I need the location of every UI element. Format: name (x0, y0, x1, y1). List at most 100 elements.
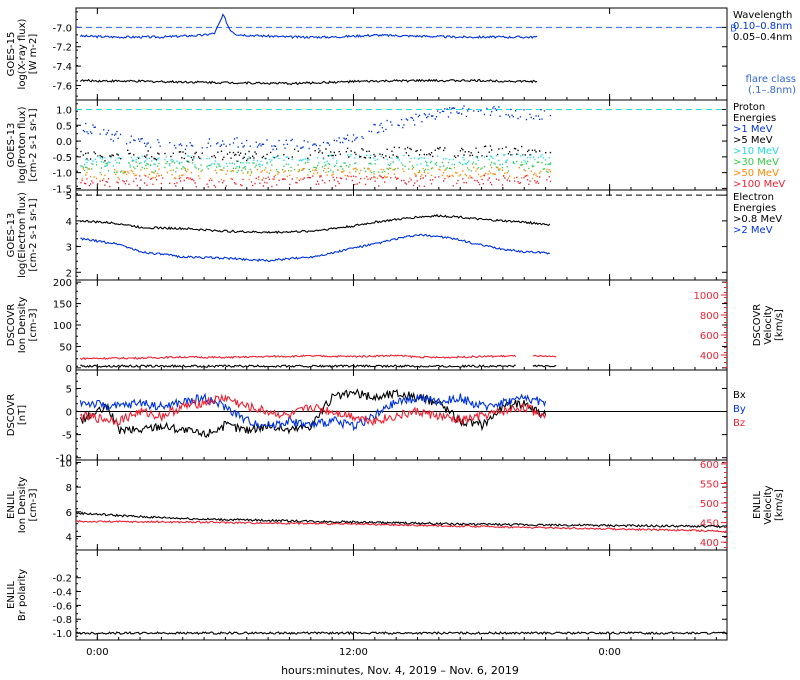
y-tick-label: -0.4 (52, 588, 72, 599)
y2-tick-label: 500 (700, 499, 719, 510)
legend-entry: Bz (733, 418, 745, 429)
series--50-mev (81, 166, 552, 181)
x-tick-label: 12:00 (339, 647, 368, 658)
y2-axis-label: [km/s] (774, 309, 785, 341)
series-ion-density (80, 364, 516, 369)
y-axis-label: log(X-ray flux) (17, 18, 28, 89)
series--2-mev (80, 233, 551, 263)
y-tick-label: -1.0 (52, 169, 72, 180)
series-group (80, 105, 552, 188)
legend-title: Energies (733, 113, 776, 124)
y-tick-label: -10 (56, 454, 72, 465)
y-axis-label: [cm-3] (28, 308, 39, 341)
panel-frame (75, 7, 728, 101)
y-tick-label: 1.0 (56, 105, 72, 116)
y-axis-label: GOES-13 (6, 213, 17, 258)
y-tick-label: 0.0 (56, 137, 72, 148)
y-tick-label: 6 (66, 508, 72, 519)
panel-goes13-electron: 5 4 3 2 GOES-13 log(Electron flux) [cm-2 s-1 s… (6, 189, 782, 281)
y2-tick-label: 400 (700, 538, 719, 549)
series-group (76, 511, 727, 533)
y-tick-label: 4 (66, 217, 72, 228)
y-axis-label: Ion Density (17, 297, 28, 354)
y-tick-label: 8 (66, 483, 72, 494)
series-ion-density (532, 364, 557, 368)
y-tick-label: 10 (59, 458, 72, 469)
legend-entry: >10 MeV (733, 146, 779, 157)
series--30-mev (80, 160, 552, 174)
series-velocity (76, 519, 727, 533)
y-tick-label: -7.4 (52, 62, 72, 73)
y2-tick-label: 550 (700, 479, 719, 490)
legend-entry: >2 MeV (733, 225, 773, 236)
y-tick-label: 100 (53, 321, 72, 332)
panel-dscovr-mag: 5 0 -5 -10 DSCOVR [nT] Bx By Bz (6, 369, 746, 465)
y-axis-label: log(Proton flux) (17, 106, 28, 183)
series-group (80, 213, 551, 263)
y2-axis-label: [km/s] (774, 489, 785, 521)
panel-goes13-proton: 1.0 0.5 0.0 -0.5 -1.0 -1.5 GOES-13 log(Proton f… (6, 99, 785, 195)
series-velocity (532, 354, 557, 358)
y-axis-label: GOES-15 (6, 32, 17, 77)
y-axis-label: [cm-3] (28, 488, 39, 521)
y-axis-label: ENLIL (6, 581, 17, 609)
series-group (79, 388, 547, 439)
series-group (76, 631, 727, 636)
legend-title: Wavelength (733, 10, 792, 21)
series-bz (79, 393, 547, 427)
y-axis-label: [W m-2] (28, 34, 39, 75)
y-axis-label: DSCOVR (6, 304, 17, 347)
legend-title: Energies (733, 203, 776, 214)
series-br-polarity (76, 631, 727, 636)
y-axis-label: [nT] (17, 405, 28, 425)
x-tick-label: 0:00 (598, 647, 620, 658)
y-tick-label: -1.0 (52, 629, 72, 640)
panel-frame (75, 459, 728, 551)
y-tick-label: 4 (66, 532, 72, 543)
flare-class-note: flare class (746, 74, 796, 85)
y-tick-label: 2 (66, 268, 72, 279)
legend-entry: 0.10–0.8nm (733, 21, 792, 32)
y-axis-label: ENLIL (6, 491, 17, 519)
flare-class-note: (.1–.8nm) (748, 85, 796, 96)
series-ion-density (76, 511, 727, 529)
y-tick-label: -0.8 (52, 615, 72, 626)
panel-goes15-xray: -7.0 -7.2 -7.4 -7.6 B GOES-15 log(X-ray flux)[… (6, 7, 796, 101)
x-tick-label: 0:00 (86, 647, 108, 658)
legend-entry: >50 MeV (733, 168, 779, 179)
y-tick-label: 50 (59, 342, 72, 353)
y-tick-label: -5 (62, 431, 72, 442)
y2-axis-label: ENLIL (752, 491, 763, 519)
y-axis-label: [cm-2 s-1 sr-1] (28, 108, 39, 181)
y-axis-label: DSCOVR (6, 394, 17, 437)
y-tick-label: 5 (66, 191, 72, 202)
panel-enlil-polarity: -0.2 -0.4 -0.6 -0.8 -1.0 ENLIL Br polarity (6, 549, 728, 641)
y2-tick-label: 800 (700, 311, 719, 322)
y-tick-label: 0 (66, 408, 72, 419)
series--100-mev (80, 174, 552, 188)
series-0-10-0-8nm (79, 13, 538, 39)
y-axis-label: Ion Density (17, 477, 28, 534)
y-tick-label: 150 (53, 300, 72, 311)
series-group (79, 354, 557, 369)
y-tick-label: 200 (53, 278, 72, 289)
y2-tick-label: 600 (700, 460, 719, 471)
legend-entry: >5 MeV (733, 135, 773, 146)
y2-axis-label: DSCOVR (752, 304, 763, 347)
y-tick-label: -0.5 (52, 153, 72, 164)
y-tick-label: 5 (66, 384, 72, 395)
y-tick-label: -7.2 (52, 43, 72, 54)
y-axis-label: GOES-13 (6, 123, 17, 168)
series--0-8-mev (80, 213, 551, 235)
y-tick-label: -7.6 (52, 81, 72, 92)
legend-entry: >1 MeV (733, 124, 773, 135)
flare-class-label: B (730, 23, 737, 34)
y-tick-label: -7.0 (52, 23, 72, 34)
y-axis-label: log(Electron flux) (17, 192, 28, 278)
panel-frame (75, 99, 728, 191)
series-by (79, 392, 547, 432)
y-tick-label: 3 (66, 243, 72, 254)
y-axis-label: [cm-2 s-1 sr-1] (28, 198, 39, 271)
